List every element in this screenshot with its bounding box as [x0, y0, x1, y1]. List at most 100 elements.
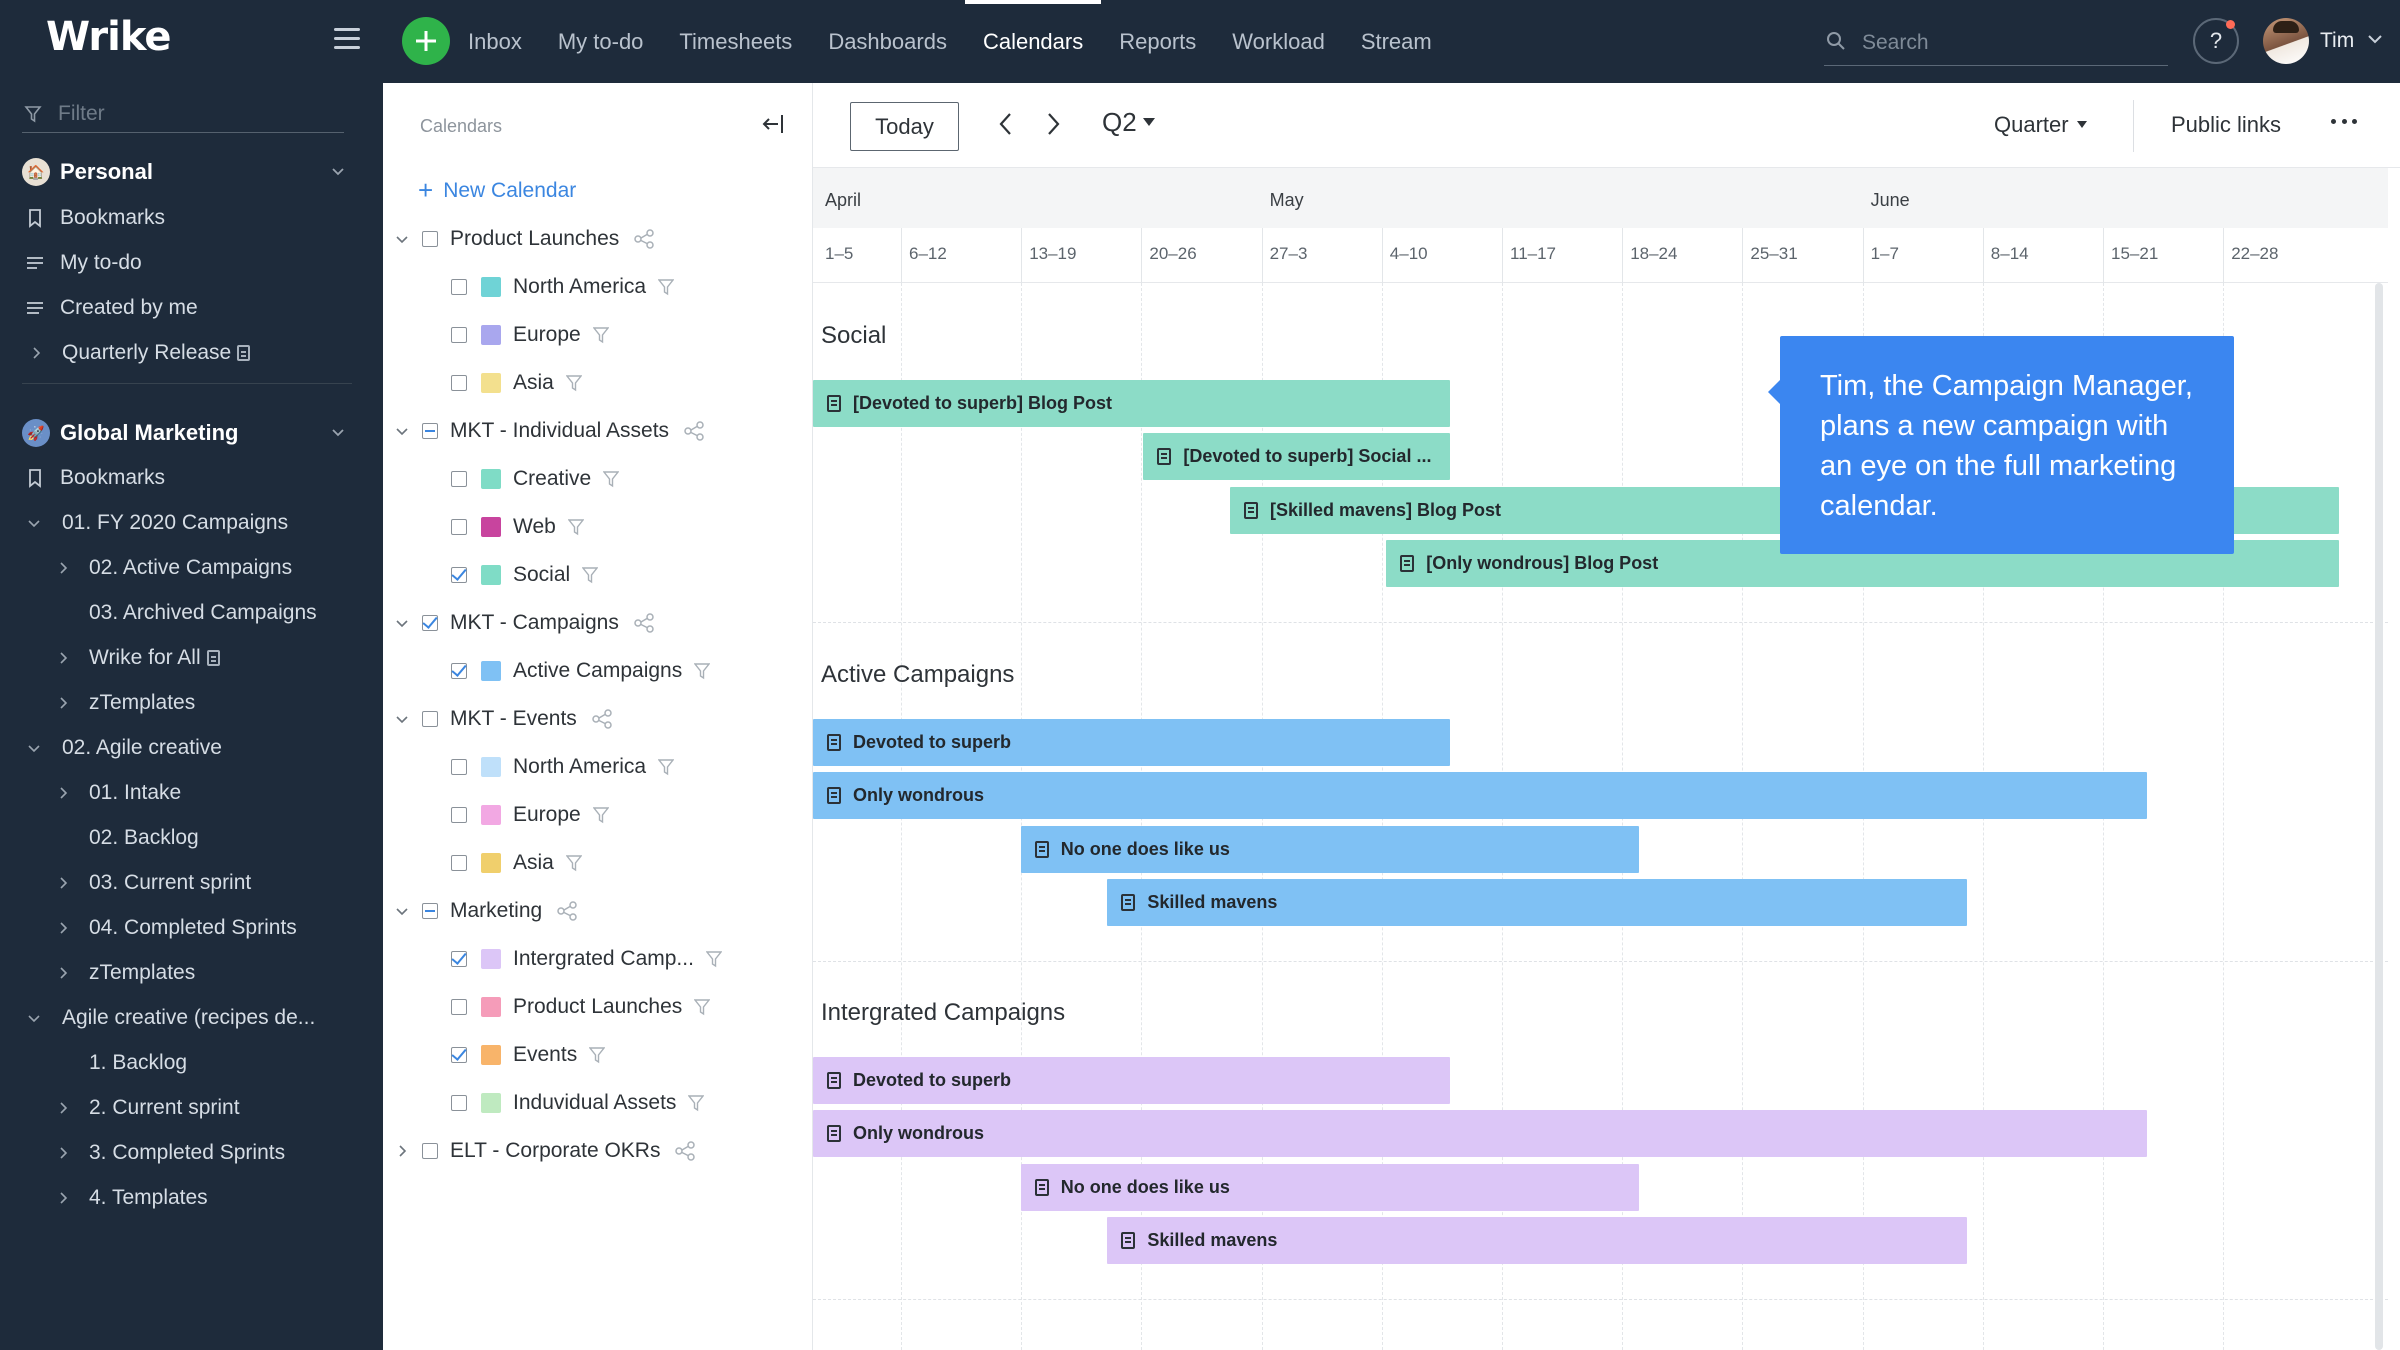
chevron-right-icon[interactable]	[56, 1191, 70, 1205]
filter-icon[interactable]	[567, 518, 584, 536]
chevron-right-icon[interactable]	[56, 1101, 70, 1115]
calendar-group[interactable]: Marketing	[383, 889, 813, 933]
calendar-checkbox[interactable]	[451, 663, 467, 679]
chevron-down-icon[interactable]	[330, 164, 346, 180]
sidebar-item-quarterly-release[interactable]: Quarterly Release	[0, 330, 383, 375]
nav-reports[interactable]: Reports	[1119, 28, 1197, 54]
nav-dashboards[interactable]: Dashboards	[828, 28, 947, 54]
calendar-checkbox[interactable]	[451, 567, 467, 583]
task-bar[interactable]: Skilled mavens	[1107, 879, 1967, 926]
chevron-down-icon[interactable]	[395, 712, 409, 726]
vertical-scrollbar[interactable]	[2375, 283, 2383, 1350]
sidebar-folder-3-completed-sprints[interactable]: 3. Completed Sprints	[0, 1130, 383, 1175]
calendar-checkbox[interactable]	[451, 375, 467, 391]
chevron-right-icon[interactable]	[56, 876, 70, 890]
chevron-right-icon[interactable]	[56, 786, 70, 800]
task-bar[interactable]: Skilled mavens	[1107, 1217, 1967, 1264]
calendar-group[interactable]: MKT - Events	[383, 697, 813, 741]
calendar-item[interactable]: Events	[383, 1033, 813, 1077]
sidebar-item-gm-bookmarks[interactable]: Bookmarks	[0, 455, 383, 500]
create-new-button[interactable]	[402, 17, 450, 65]
calendar-checkbox[interactable]	[451, 807, 467, 823]
calendar-item[interactable]: Induvidual Assets	[383, 1081, 813, 1125]
task-bar[interactable]: Only wondrous	[813, 1110, 2148, 1157]
today-button[interactable]: Today	[850, 102, 959, 151]
chevron-down-icon[interactable]	[27, 1011, 41, 1025]
hamburger-menu-icon[interactable]	[334, 28, 360, 52]
calendar-item[interactable]: Active Campaigns	[383, 649, 813, 693]
filter-icon[interactable]	[603, 470, 620, 488]
filter-icon[interactable]	[582, 566, 599, 584]
sidebar-folder-agile-creative[interactable]: 02. Agile creative	[0, 725, 383, 770]
chevron-down-icon[interactable]	[395, 616, 409, 630]
task-bar[interactable]: Devoted to superb	[813, 1057, 1450, 1104]
calendar-item[interactable]: Asia	[383, 361, 813, 405]
chevron-right-icon[interactable]	[56, 921, 70, 935]
calendar-checkbox[interactable]	[451, 471, 467, 487]
calendar-group[interactable]: Product Launches	[383, 217, 813, 261]
calendar-item[interactable]: Creative	[383, 457, 813, 501]
filter-icon[interactable]	[658, 278, 675, 296]
sidebar-folder-completed-sprints[interactable]: 04. Completed Sprints	[0, 905, 383, 950]
filter-icon[interactable]	[694, 662, 711, 680]
chevron-down-icon[interactable]	[27, 741, 41, 755]
group-checkbox[interactable]	[422, 423, 438, 439]
share-icon[interactable]	[633, 612, 655, 634]
sidebar-folder-agile-creative-recipes[interactable]: Agile creative (recipes de...	[0, 995, 383, 1040]
group-checkbox[interactable]	[422, 903, 438, 919]
task-bar[interactable]: [Devoted to superb] Blog Post	[813, 380, 1450, 427]
group-checkbox[interactable]	[422, 615, 438, 631]
filter-icon[interactable]	[565, 374, 582, 392]
chevron-right-icon[interactable]	[56, 561, 70, 575]
group-checkbox[interactable]	[422, 711, 438, 727]
nav-calendars[interactable]: Calendars	[964, 0, 1102, 83]
task-bar[interactable]: No one does like us	[1020, 826, 1639, 873]
sidebar-folder-intake[interactable]: 01. Intake	[0, 770, 383, 815]
group-checkbox[interactable]	[422, 1143, 438, 1159]
scale-select[interactable]: Quarter	[1994, 112, 2087, 138]
calendar-group[interactable]: MKT - Campaigns	[383, 601, 813, 645]
sidebar-folder-ztemplates-2[interactable]: zTemplates	[0, 950, 383, 995]
sidebar-folder-backlog[interactable]: 02. Backlog	[0, 815, 383, 860]
task-bar[interactable]: No one does like us	[1020, 1164, 1639, 1211]
chevron-right-icon[interactable]	[1043, 111, 1063, 137]
chevron-right-icon[interactable]	[56, 651, 70, 665]
calendar-checkbox[interactable]	[451, 327, 467, 343]
sidebar-item-my-to-do[interactable]: My to-do	[0, 240, 383, 285]
sidebar-folder-current-sprint[interactable]: 03. Current sprint	[0, 860, 383, 905]
task-bar[interactable]: Devoted to superb	[813, 719, 1450, 766]
chevron-down-icon[interactable]	[395, 232, 409, 246]
filter-icon[interactable]	[705, 950, 722, 968]
calendar-item[interactable]: Product Launches	[383, 985, 813, 1029]
calendar-item[interactable]: North America	[383, 745, 813, 789]
sidebar-item-bookmarks[interactable]: Bookmarks	[0, 195, 383, 240]
chevron-right-icon[interactable]	[56, 1146, 70, 1160]
calendar-checkbox[interactable]	[451, 951, 467, 967]
calendar-checkbox[interactable]	[451, 519, 467, 535]
sidebar-item-created-by-me[interactable]: Created by me	[0, 285, 383, 330]
calendar-checkbox[interactable]	[451, 999, 467, 1015]
calendar-group[interactable]: MKT - Individual Assets	[383, 409, 813, 453]
chevron-left-icon[interactable]	[996, 111, 1016, 137]
avatar[interactable]	[2263, 18, 2309, 64]
sidebar-folder-4-templates[interactable]: 4. Templates	[0, 1175, 383, 1220]
sidebar-folder-ztemplates[interactable]: zTemplates	[0, 680, 383, 725]
nav-stream[interactable]: Stream	[1360, 28, 1432, 54]
share-icon[interactable]	[633, 228, 655, 250]
group-checkbox[interactable]	[422, 231, 438, 247]
sidebar-folder-archived-campaigns[interactable]: 03. Archived Campaigns	[0, 590, 383, 635]
task-bar[interactable]: [Devoted to superb] Social ...	[1143, 433, 1450, 480]
calendar-checkbox[interactable]	[451, 279, 467, 295]
user-name[interactable]: Tim	[2320, 29, 2355, 52]
sidebar-folder-active-campaigns[interactable]: 02. Active Campaigns	[0, 545, 383, 590]
sidebar-folder-fy2020[interactable]: 01. FY 2020 Campaigns	[0, 500, 383, 545]
chevron-down-icon[interactable]	[2367, 33, 2383, 45]
calendar-group[interactable]: ELT - Corporate OKRs	[383, 1129, 813, 1173]
calendar-item[interactable]: Web	[383, 505, 813, 549]
calendar-checkbox[interactable]	[451, 759, 467, 775]
share-icon[interactable]	[674, 1140, 696, 1162]
calendar-item[interactable]: Europe	[383, 793, 813, 837]
sidebar-folder-2-current-sprint[interactable]: 2. Current sprint	[0, 1085, 383, 1130]
public-links-button[interactable]: Public links	[2171, 112, 2282, 137]
new-calendar-button[interactable]: + New Calendar	[418, 175, 577, 205]
